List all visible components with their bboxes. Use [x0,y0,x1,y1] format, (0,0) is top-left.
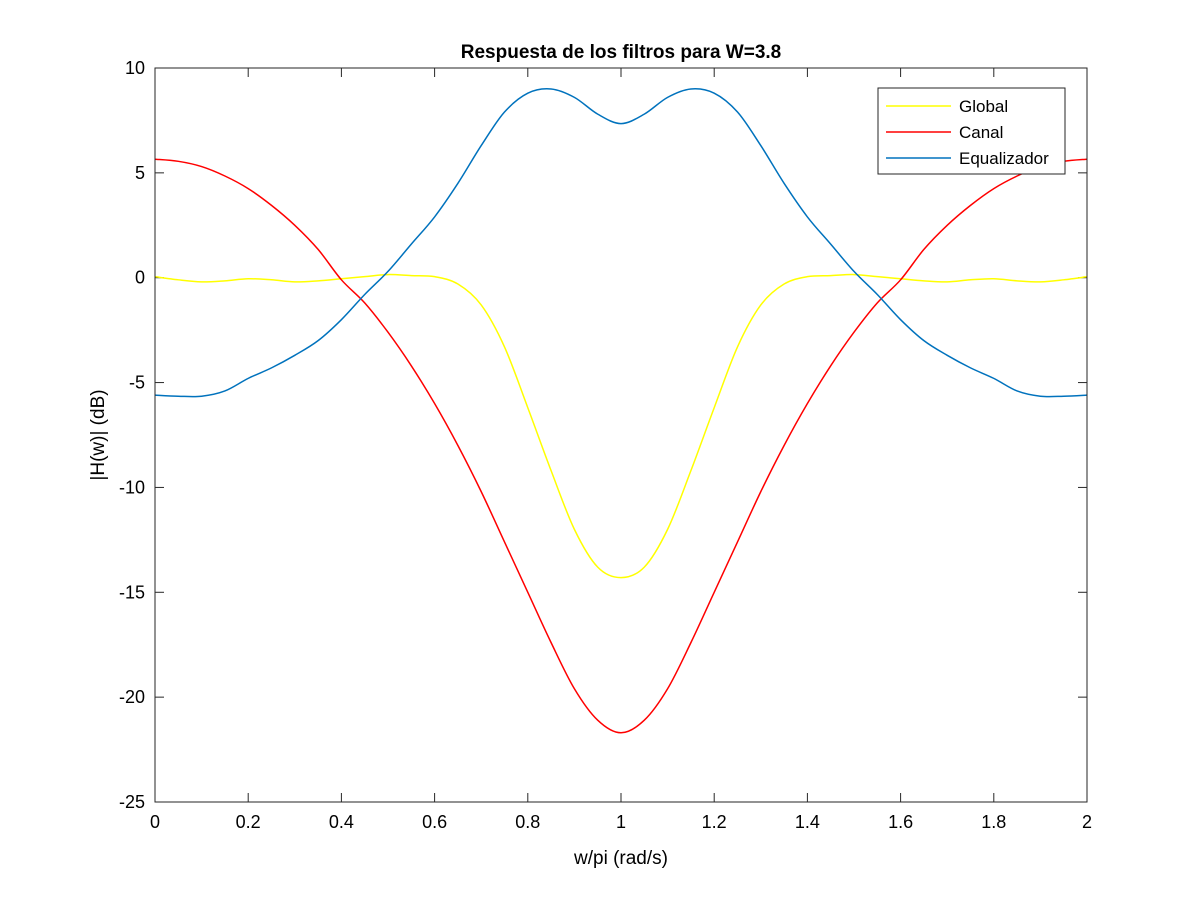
series-line-equalizador [155,88,1087,398]
x-tick-label: 0 [150,812,160,832]
x-tick-label: 0.6 [422,812,447,832]
x-tick-label: 0.8 [515,812,540,832]
x-tick-label: 1.4 [795,812,820,832]
legend-label-equalizador: Equalizador [959,149,1049,168]
x-tick-label: 0.4 [329,812,354,832]
plot-area [155,68,1087,802]
x-tick-label: 1 [616,812,626,832]
series-line-global [155,273,1087,579]
axis-ticks: 0 0.2 0.4 0.6 0.8 1 1.2 1.4 1.6 1.8 2 -25 -20 -15 -10 -… [119,58,1092,832]
x-tick-label: 1.2 [702,812,727,832]
y-tick-label: -15 [119,582,145,602]
x-tick-label: 2 [1082,812,1092,832]
axes-box [154,67,1088,803]
legend: Global Canal Equalizador [877,87,1066,175]
legend-label-canal: Canal [959,123,1003,142]
y-tick-label: -25 [119,792,145,812]
y-tick-label: 0 [135,268,145,288]
y-tick-label: 5 [135,163,145,183]
x-axis-title: w/pi (rad/s) [573,848,668,869]
x-tick-label: 1.8 [981,812,1006,832]
x-tick-label: 1.6 [888,812,913,832]
chart-title: Respuesta de los filtros para W=3.8 [461,42,781,63]
series-line-canal [155,158,1087,734]
y-tick-label: 10 [125,58,145,78]
y-tick-label: -5 [129,373,145,393]
legend-box [877,87,1066,175]
x-tick-label: 0.2 [236,812,261,832]
y-tick-label: -10 [119,477,145,497]
y-tick-label: -20 [119,687,145,707]
series-lines [155,88,1087,734]
legend-label-global: Global [959,97,1008,116]
y-axis-title: |H(w)| (dB) [88,389,109,480]
